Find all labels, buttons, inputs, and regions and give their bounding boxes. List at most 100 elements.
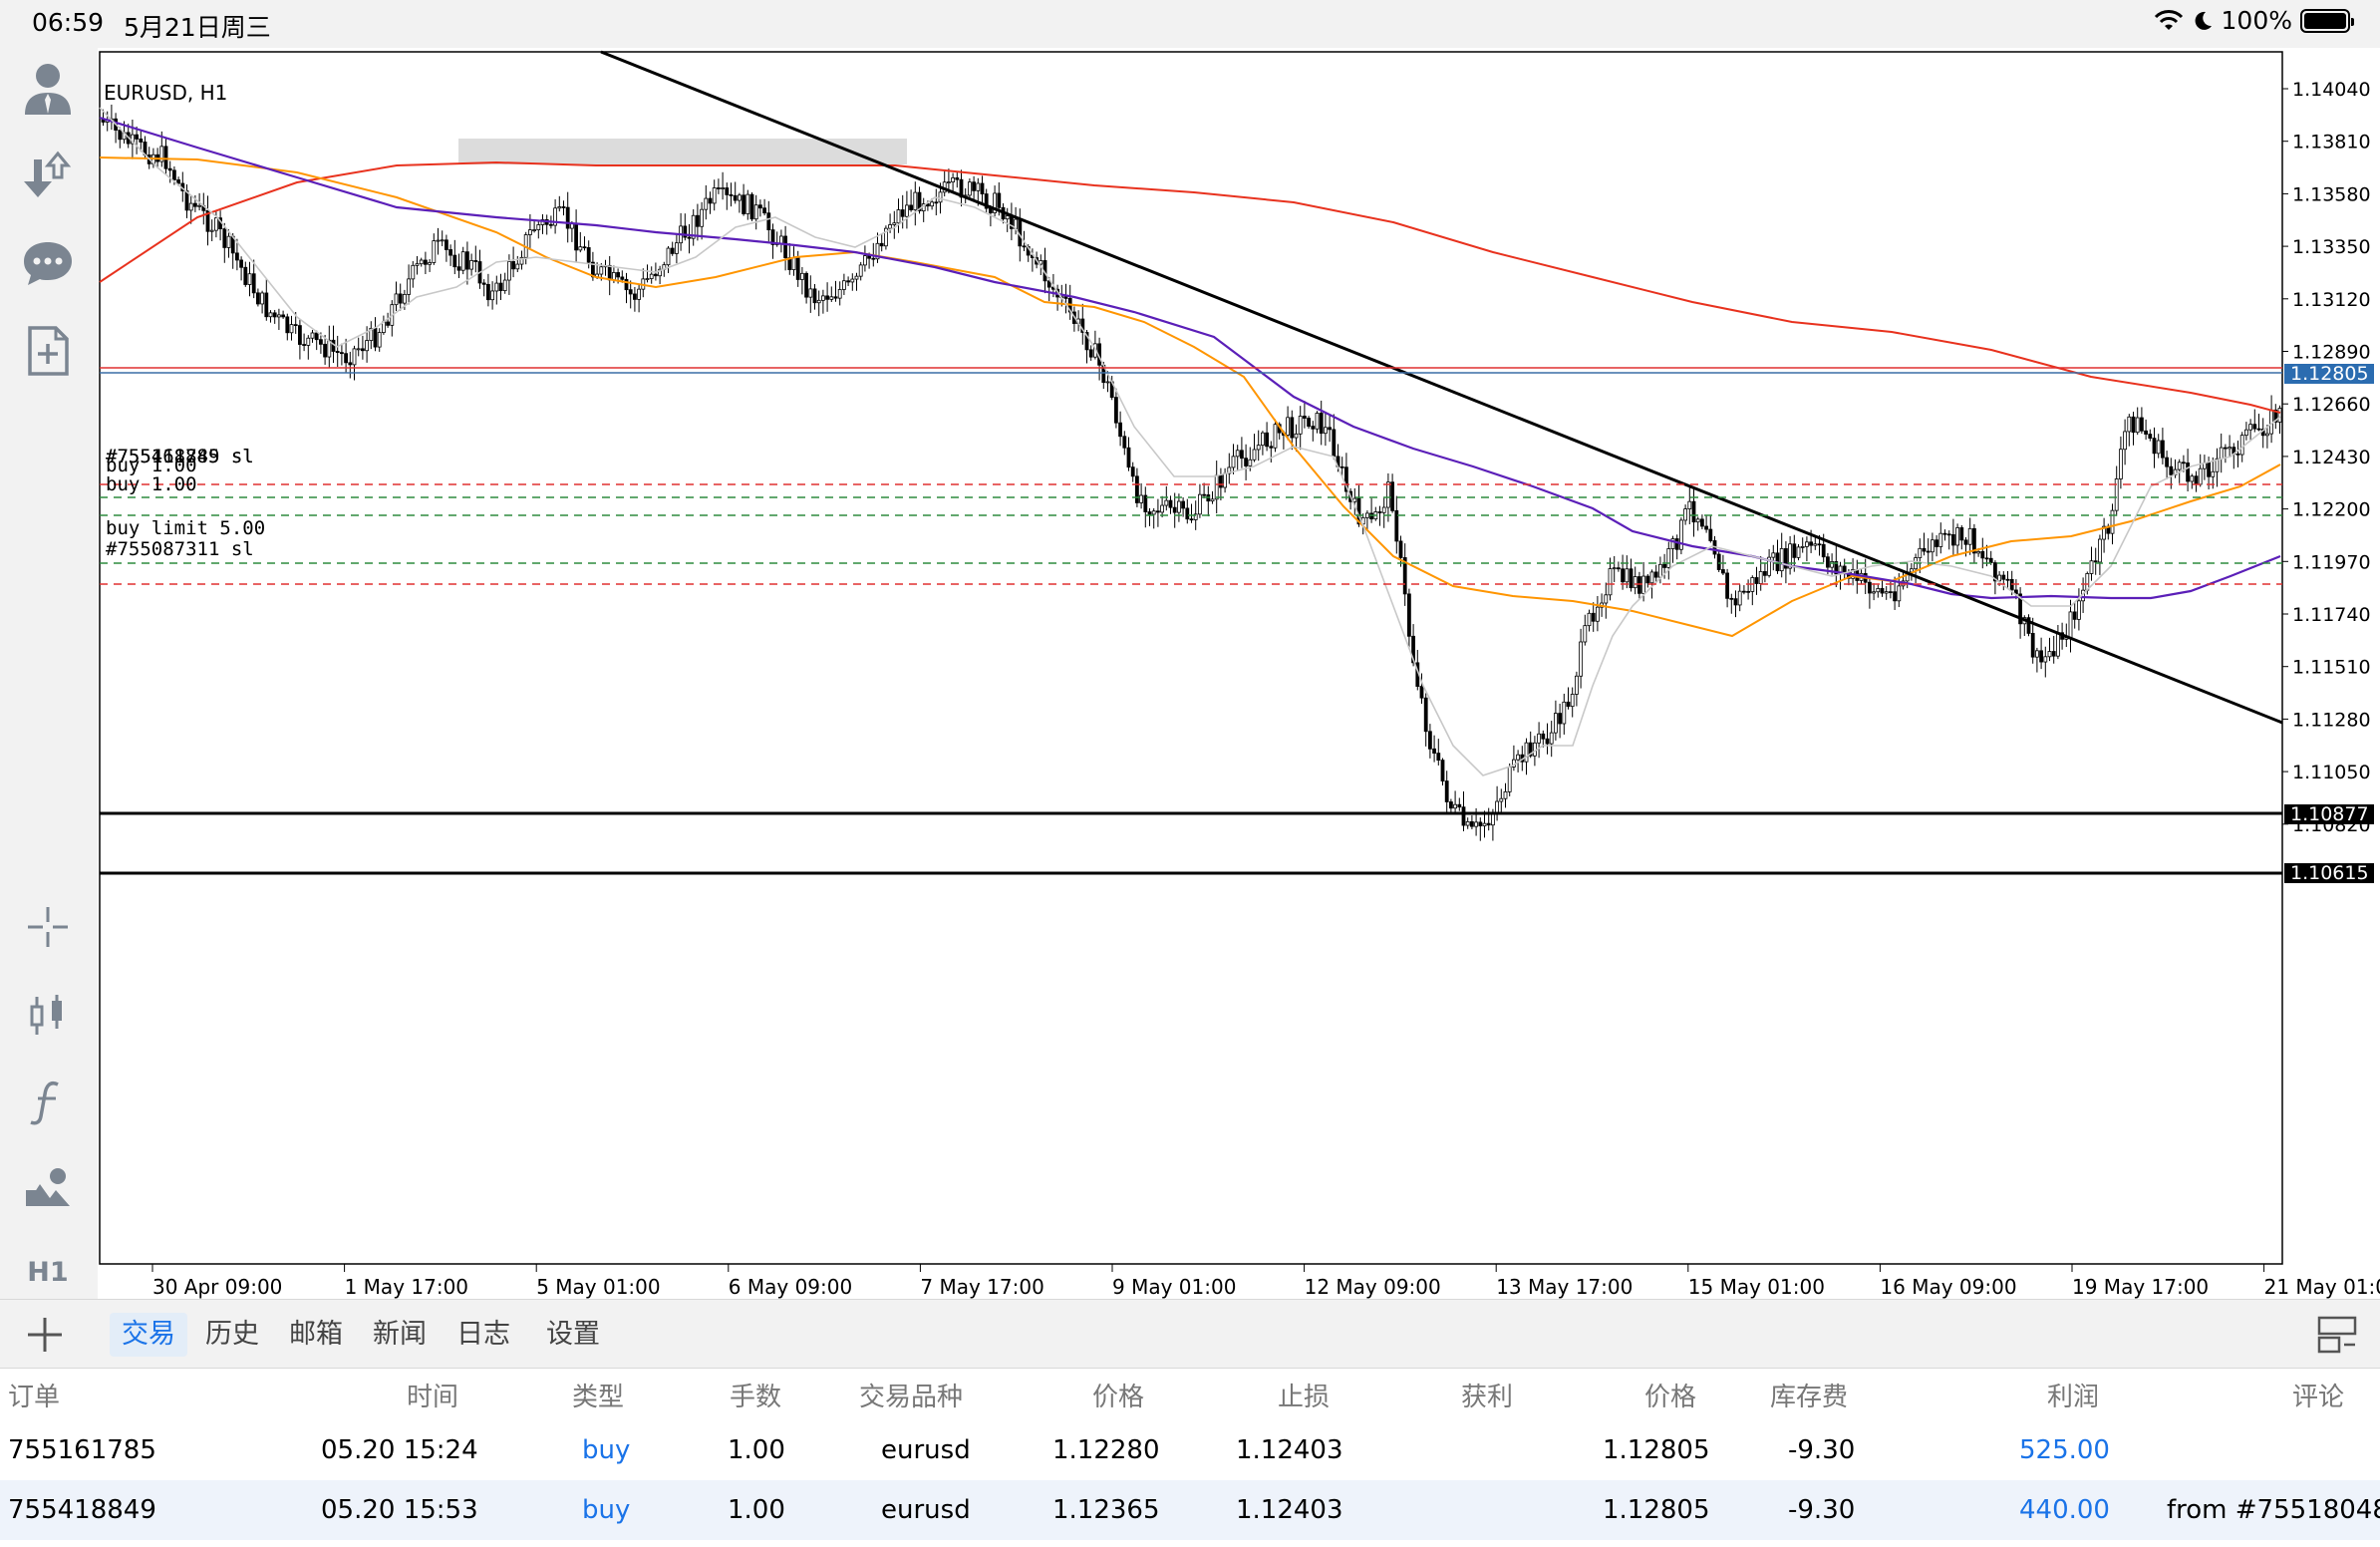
candle-bearish [1319,413,1324,435]
candle-bearish [1428,731,1432,750]
crosshair-icon[interactable] [20,899,76,955]
header-volume[interactable]: 手数 [730,1382,782,1412]
candle-bearish [448,249,453,256]
header-swap[interactable]: 库存费 [1770,1382,1849,1412]
candle-bearish [444,239,448,250]
candle-bearish [2018,593,2022,625]
chart-canvas[interactable]: #755161785 sl #755418849 sl buy 1.00 buy… [98,48,2380,1299]
candle-bullish [1796,546,1801,558]
tab-trade[interactable]: 交易 [110,1313,187,1357]
timeframe-button[interactable]: H1 [27,1256,69,1288]
candle-bearish [1763,571,1767,576]
chat-icon[interactable] [20,235,76,291]
candle-bullish [1596,606,1600,622]
tab-history[interactable]: 历史 [205,1319,259,1350]
candle-bullish [377,332,382,348]
price-chart[interactable]: #755161785 sl #755418849 sl buy 1.00 buy… [98,48,2380,1299]
candle-bullish [2119,449,2123,479]
header-tp[interactable]: 获利 [1461,1382,1514,1412]
candle-bullish [2269,409,2274,435]
order-volume: 1.00 [728,1495,785,1525]
candle-bearish [2194,475,2199,485]
candle-bearish [1402,557,1407,595]
candle-bullish [260,292,265,305]
candle-bearish [2030,633,2035,658]
candle-bearish [1122,436,1127,449]
header-type[interactable]: 类型 [572,1382,625,1412]
add-icon[interactable] [20,1310,70,1360]
candle-bullish [649,273,654,279]
tab-journal[interactable]: 日志 [456,1319,510,1350]
order-price: 1.12805 [1603,1435,1710,1465]
header-order[interactable]: 订单 [8,1382,61,1412]
candle-bearish [264,292,269,318]
candle-bullish [2239,435,2244,456]
candle-bullish [637,288,641,300]
header-price[interactable]: 价格 [1644,1382,1697,1412]
order-sl: 1.12403 [1236,1495,1343,1525]
candle-bearish [909,204,913,210]
moon-icon [2195,11,2212,30]
tab-news[interactable]: 新闻 [373,1319,427,1350]
candle-bullish [2198,467,2203,485]
candle-bearish [172,169,176,180]
candle-bearish [1826,556,1830,568]
candle-bullish [428,262,433,265]
bottom-tabs-bar: 交易 历史 邮箱 新闻 日志 设置 [0,1299,2380,1369]
candle-bullish [532,229,537,231]
battery-percent: 100% [2221,6,2292,35]
indicators-icon[interactable] [20,1075,76,1130]
candle-bullish [1695,518,1700,523]
candle-bullish [1549,732,1554,745]
candle-bullish [1491,813,1495,826]
candle-bearish [1963,539,1968,545]
candle-bearish [1834,561,1839,575]
header-open-price[interactable]: 价格 [1092,1382,1145,1412]
candle-bearish [1617,567,1621,570]
layout-icon[interactable] [2316,1314,2358,1356]
candle-bearish [812,288,817,304]
candle-bullish [2098,538,2102,563]
candle-bullish [1931,539,1934,553]
candle-bearish [1637,576,1641,594]
order-row[interactable]: 755418849 05.20 15:53 buy 1.00 eurusd 1.… [0,1480,2380,1540]
header-profit[interactable]: 利润 [2047,1382,2100,1412]
candle-bearish [620,276,625,280]
candle-bearish [481,282,486,285]
left-toolbar: H1 [0,48,98,1299]
tab-mailbox[interactable]: 邮箱 [289,1319,343,1350]
candle-bearish [1046,280,1051,288]
account-icon[interactable] [20,60,76,116]
candle-bearish [972,181,976,191]
tab-settings[interactable]: 设置 [546,1319,600,1350]
header-time[interactable]: 时间 [407,1382,459,1412]
candle-bearish [900,209,905,217]
order-row[interactable]: 755161785 05.20 15:24 buy 1.00 eurusd 1.… [0,1420,2380,1480]
header-comment[interactable]: 评论 [2292,1382,2345,1412]
chart-type-icon[interactable] [20,987,76,1043]
candle-bearish [1290,417,1295,439]
time-tick-label: 15 May 01:00 [1688,1275,1825,1299]
candle-bearish [980,182,985,194]
symbol-label: EURUSD, H1 [104,81,227,105]
trend-line[interactable] [600,50,2283,725]
time-tick-label: 30 Apr 09:00 [152,1275,282,1299]
trade-icon[interactable] [20,148,76,203]
candle-bearish [1135,475,1139,503]
candle-bearish [2165,457,2170,467]
candle-bullish [1976,551,1980,554]
order-label-sl-back: #755161785 sl [106,446,254,467]
candle-bearish [804,272,808,298]
candle-bearish [1265,432,1269,448]
resistance-zone[interactable] [458,139,907,164]
candle-bearish [176,179,180,184]
header-sl[interactable]: 止损 [1278,1382,1331,1412]
objects-icon[interactable] [20,1160,76,1216]
candle-bearish [1889,591,1893,594]
order-time: 05.20 15:24 [321,1435,478,1465]
new-order-icon[interactable] [20,323,76,379]
candle-bearish [717,187,721,189]
candle-bullish [1670,538,1675,549]
header-symbol[interactable]: 交易品种 [859,1382,964,1412]
candle-bullish [2077,600,2081,620]
